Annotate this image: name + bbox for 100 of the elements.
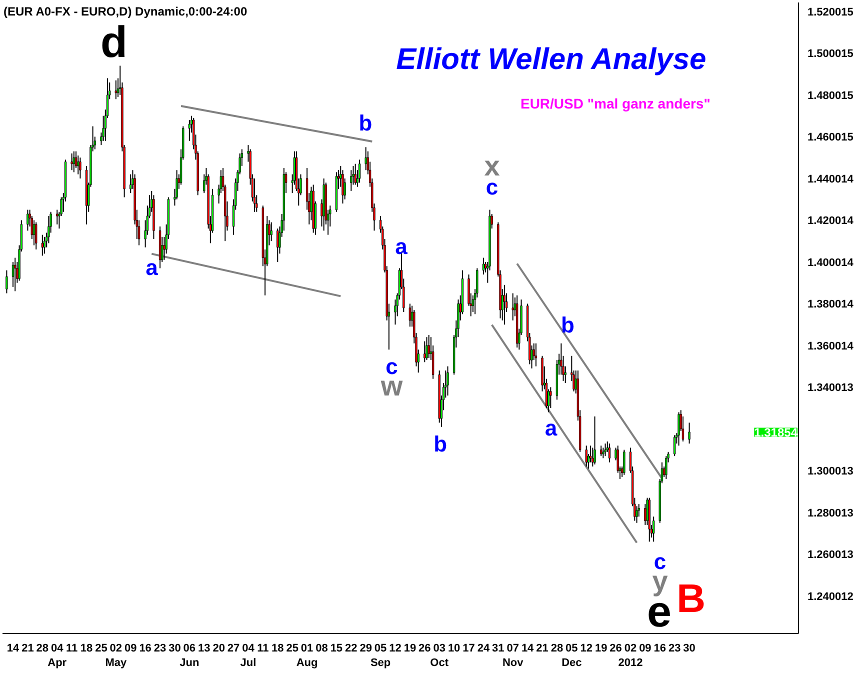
x-tick-label: 31	[492, 642, 504, 654]
y-tick-label: 1.340013	[808, 382, 854, 394]
candlestick	[350, 170, 352, 192]
candlestick	[512, 292, 514, 321]
candlestick	[678, 412, 680, 446]
candlestick	[623, 449, 626, 476]
annotation: a	[395, 234, 408, 260]
x-tick-label: 09	[639, 642, 652, 654]
y-tick-label: 1.420014	[808, 215, 854, 228]
y-tick-label: 1.460015	[808, 132, 854, 144]
x-tick-label: 21	[536, 642, 548, 654]
candlestick	[43, 236, 46, 254]
candlestick	[652, 516, 655, 542]
x-tick-label: 30	[683, 642, 696, 654]
y-tick-label: 1.480015	[808, 90, 854, 102]
x-tick-label: 23	[668, 642, 681, 654]
x-tick-label: 05 Sep	[370, 642, 391, 669]
candlestick	[534, 342, 538, 367]
x-tick-label: 03 Oct	[430, 642, 449, 669]
x-tick-label: 19	[594, 642, 608, 654]
x-tick-label: 30	[168, 642, 181, 654]
candlestick	[77, 155, 80, 175]
x-tick-label: 28	[550, 642, 564, 654]
x-tick-label: 20	[212, 642, 225, 654]
y-tick-label: 1.360014	[808, 340, 854, 352]
y-tick-label: 1.300013	[808, 466, 854, 478]
candlestick	[594, 416, 596, 465]
y-tick-label: 1.260013	[808, 549, 854, 562]
candlestick	[253, 178, 256, 212]
y-tick-label: 1.500015	[808, 48, 854, 60]
x-tick-label: 15	[330, 642, 343, 654]
x-tick-label: 06 Jun	[180, 642, 200, 669]
candlestick	[26, 209, 29, 232]
candlestick	[79, 157, 82, 179]
y-tick-label: 1.400014	[808, 256, 854, 269]
candlestick	[482, 257, 485, 275]
candlestick	[270, 222, 272, 242]
candlestick	[446, 366, 449, 396]
x-tick-label: 05 Dec	[562, 642, 582, 669]
x-tick-label: 26	[418, 642, 431, 654]
x-tick-label: 14	[6, 642, 20, 654]
x-tick-label: 04 Apr	[48, 642, 68, 669]
candlestick	[72, 150, 75, 173]
candlestick	[503, 284, 506, 326]
annotation: (EUR A0-FX - EURO,D) Dynamic,0:00-24:00	[4, 4, 248, 18]
candlestick	[424, 340, 426, 363]
y-tick-label: 1.440014	[808, 173, 854, 186]
candlestick	[32, 220, 36, 246]
x-tick-label: 14	[521, 642, 535, 654]
x-tick-label: 18	[272, 642, 284, 654]
y-tick-label: 1.380014	[808, 298, 854, 311]
x-tick-label: 11	[66, 642, 78, 654]
x-tick-label: 13	[198, 642, 210, 654]
x-tick-label: 22	[345, 642, 358, 654]
candlestick	[602, 447, 604, 459]
x-tick-label: 19	[404, 642, 416, 654]
x-tick-label: 27	[227, 642, 240, 654]
candlestick	[35, 222, 38, 250]
annotation: b	[560, 312, 574, 338]
candlestick	[41, 234, 44, 256]
x-tick-label: 16	[654, 642, 666, 654]
candlestick	[608, 443, 611, 463]
annotation: b	[434, 432, 448, 457]
candlestick	[114, 80, 118, 100]
candlestick	[408, 303, 412, 328]
text: EUR/USD "mal ganz anders"	[520, 95, 710, 112]
x-tick-label: 26	[610, 642, 622, 654]
x-tick-label: 23	[154, 642, 166, 654]
x-tick-label: 24	[477, 642, 490, 654]
x-tick-label: 12	[389, 642, 402, 654]
x-tick-label: 18	[80, 642, 93, 654]
candlestick	[56, 209, 58, 225]
candlestick	[70, 152, 73, 171]
x-tick-label: 12	[580, 642, 593, 654]
y-tick-label: 1.240012	[808, 590, 854, 603]
x-tick-label: 25	[95, 642, 108, 654]
candlestick	[673, 434, 676, 457]
x-tick-label: 25	[286, 642, 298, 654]
candlestick	[550, 386, 552, 409]
x-tick-label: 21	[22, 642, 34, 654]
candlestick	[585, 445, 588, 468]
candlestick	[354, 163, 356, 186]
x-tick-label: 16	[139, 642, 152, 654]
x-tick-label: 28	[36, 642, 49, 654]
candlestick	[428, 334, 430, 358]
candlestick	[6, 270, 8, 294]
x-tick-label: 09	[124, 642, 137, 654]
text: Elliott Wellen Analyse	[396, 42, 706, 76]
candlestick	[604, 443, 606, 457]
y-tick-label: 1.520015	[808, 6, 854, 18]
x-tick-label: 11	[257, 642, 269, 654]
x-tick-label: 04 Jul	[240, 642, 256, 669]
x-tick-label: 29	[360, 642, 372, 654]
candlestick	[426, 336, 428, 361]
candlestick	[188, 120, 191, 142]
x-tick-label: 10	[448, 642, 460, 654]
candlestick	[48, 216, 50, 244]
annotation: b	[358, 110, 372, 136]
annotation: a	[146, 255, 159, 280]
candlestick	[665, 456, 668, 480]
